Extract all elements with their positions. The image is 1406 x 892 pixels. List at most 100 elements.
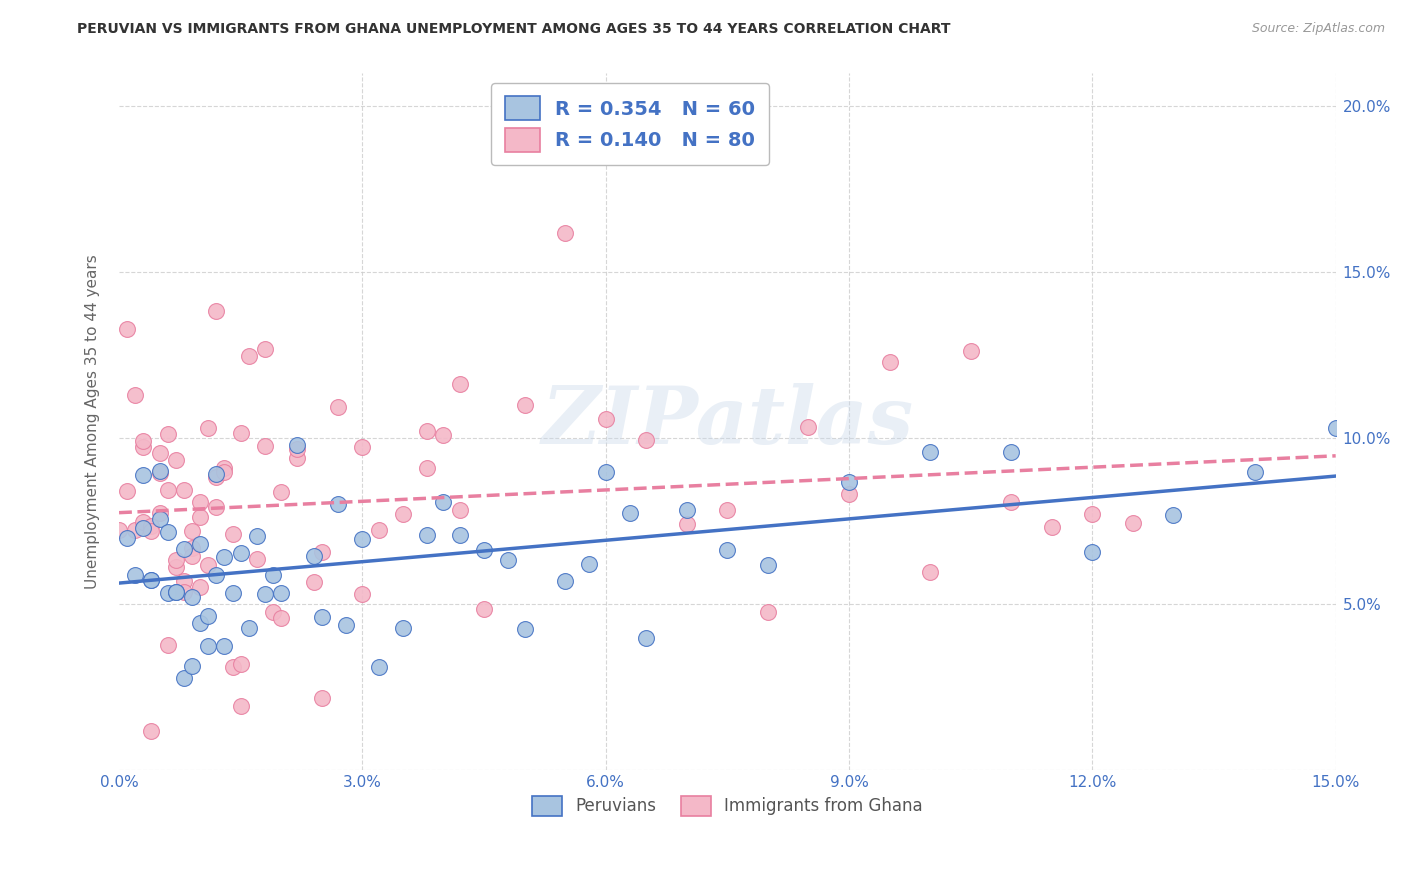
Point bbox=[498, 552, 520, 566]
Text: PERUVIAN VS IMMIGRANTS FROM GHANA UNEMPLOYMENT AMONG AGES 35 TO 44 YEARS CORRELA: PERUVIAN VS IMMIGRANTS FROM GHANA UNEMPL… bbox=[77, 22, 950, 37]
Text: Source: ZipAtlas.com: Source: ZipAtlas.com bbox=[1251, 22, 1385, 36]
Point bbox=[838, 475, 860, 490]
Point bbox=[132, 440, 155, 454]
Point bbox=[197, 558, 219, 572]
Point bbox=[432, 495, 454, 509]
Point bbox=[238, 621, 260, 635]
Point bbox=[326, 497, 349, 511]
Point bbox=[115, 531, 138, 545]
Point bbox=[392, 507, 415, 521]
Point bbox=[141, 724, 163, 739]
Point bbox=[254, 587, 277, 601]
Point bbox=[254, 342, 277, 356]
Point bbox=[188, 536, 211, 550]
Point bbox=[149, 464, 172, 478]
Point bbox=[229, 425, 252, 440]
Point bbox=[416, 425, 439, 439]
Legend: Peruvians, Immigrants from Ghana: Peruvians, Immigrants from Ghana bbox=[523, 788, 931, 824]
Point bbox=[920, 565, 942, 579]
Point bbox=[173, 671, 195, 685]
Point bbox=[141, 573, 163, 587]
Point bbox=[181, 659, 204, 673]
Point bbox=[619, 506, 641, 520]
Point bbox=[165, 553, 187, 567]
Point bbox=[246, 529, 269, 543]
Point bbox=[352, 440, 374, 454]
Point bbox=[181, 524, 204, 538]
Point bbox=[188, 495, 211, 509]
Point bbox=[959, 344, 981, 359]
Point bbox=[205, 467, 228, 481]
Point bbox=[214, 461, 236, 475]
Point bbox=[449, 503, 471, 517]
Point bbox=[238, 349, 260, 363]
Point bbox=[1000, 495, 1022, 509]
Point bbox=[229, 546, 252, 560]
Point bbox=[229, 699, 252, 714]
Point bbox=[716, 503, 738, 517]
Point bbox=[181, 590, 204, 604]
Point bbox=[311, 545, 333, 559]
Point bbox=[214, 639, 236, 653]
Point bbox=[115, 322, 138, 336]
Point bbox=[1000, 445, 1022, 459]
Point bbox=[416, 460, 439, 475]
Point bbox=[141, 524, 163, 538]
Point bbox=[636, 631, 658, 645]
Point bbox=[197, 639, 219, 653]
Point bbox=[367, 523, 389, 537]
Point bbox=[432, 427, 454, 442]
Point bbox=[838, 487, 860, 501]
Point bbox=[287, 442, 309, 456]
Point bbox=[173, 542, 195, 557]
Point bbox=[1081, 507, 1104, 521]
Point bbox=[1040, 520, 1063, 534]
Point bbox=[675, 516, 697, 531]
Point bbox=[416, 528, 439, 542]
Point bbox=[124, 568, 146, 582]
Point bbox=[141, 518, 163, 533]
Point bbox=[205, 469, 228, 483]
Point bbox=[270, 485, 292, 500]
Point bbox=[124, 524, 146, 538]
Point bbox=[311, 610, 333, 624]
Point bbox=[165, 453, 187, 467]
Point bbox=[181, 541, 204, 555]
Point bbox=[554, 574, 576, 588]
Point bbox=[197, 609, 219, 624]
Point bbox=[1324, 420, 1347, 434]
Y-axis label: Unemployment Among Ages 35 to 44 years: Unemployment Among Ages 35 to 44 years bbox=[86, 254, 100, 589]
Point bbox=[124, 388, 146, 402]
Point bbox=[173, 574, 195, 588]
Point bbox=[188, 615, 211, 630]
Point bbox=[1163, 508, 1185, 523]
Point bbox=[262, 568, 284, 582]
Point bbox=[270, 586, 292, 600]
Point bbox=[392, 621, 415, 635]
Point bbox=[205, 567, 228, 582]
Point bbox=[173, 585, 195, 599]
Point bbox=[156, 585, 179, 599]
Point bbox=[156, 483, 179, 497]
Point bbox=[287, 450, 309, 465]
Point bbox=[141, 573, 163, 587]
Point bbox=[578, 557, 600, 571]
Point bbox=[449, 527, 471, 541]
Point bbox=[595, 411, 617, 425]
Point bbox=[205, 500, 228, 515]
Point bbox=[472, 543, 495, 558]
Point bbox=[108, 523, 131, 537]
Point bbox=[132, 434, 155, 448]
Point bbox=[132, 520, 155, 534]
Point bbox=[1122, 516, 1144, 531]
Point bbox=[756, 605, 779, 619]
Point bbox=[214, 466, 236, 480]
Point bbox=[156, 639, 179, 653]
Point bbox=[188, 581, 211, 595]
Point bbox=[149, 506, 172, 520]
Point bbox=[246, 551, 269, 566]
Point bbox=[165, 584, 187, 599]
Point bbox=[636, 434, 658, 448]
Point bbox=[149, 512, 172, 526]
Point bbox=[149, 467, 172, 481]
